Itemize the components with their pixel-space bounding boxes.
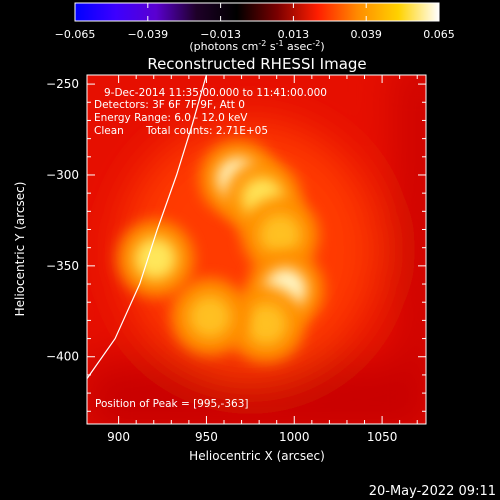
colorbar-tick-label: −0.013 (200, 28, 241, 41)
colorbar-tick-label: 0.039 (350, 28, 382, 41)
x-tick-label: 950 (195, 430, 218, 444)
annotation-total-counts: Total counts: 2.71E+05 (145, 125, 268, 137)
source-layer (116, 139, 325, 363)
x-axis-label: Heliocentric X (arcsec) (189, 449, 325, 463)
x-tick-label: 1000 (279, 430, 310, 444)
annotation-peak-position: Position of Peak = [995,-363] (95, 398, 249, 410)
annotation-energy: Energy Range: 6.0 - 12.0 keV (94, 112, 248, 124)
colorbar-tick-label: 0.013 (278, 28, 310, 41)
y-tick-label: −350 (46, 259, 79, 273)
colorbar-tick-label: −0.039 (127, 28, 168, 41)
colorbar-tick-label: −0.065 (55, 28, 96, 41)
y-tick-label: −250 (46, 77, 79, 91)
axis-ticks: 900 950 1000 1050 −250 −300 −350 −400 (46, 75, 426, 444)
y-tick-label: −400 (46, 350, 79, 364)
colorbar-ticks: −0.065 −0.039 −0.013 0.013 0.039 0.065 (55, 3, 455, 41)
colorbar-tick-label: 0.065 (423, 28, 455, 41)
colorbar-rect (74, 2, 440, 22)
chart-title: Reconstructed RHESSI Image (147, 55, 366, 73)
solar-limb-curve (87, 75, 207, 379)
colorbar: −0.065 −0.039 −0.013 0.013 0.039 0.065 (photo… (55, 2, 455, 53)
image-area (87, 75, 426, 424)
plot-frame (86, 74, 427, 425)
colorbar-units: (photons cm-2 s-1 asec-2) (189, 39, 324, 53)
annotation-clean: Clean (94, 125, 124, 137)
y-axis-label: Heliocentric Y (arcsec) (13, 182, 27, 317)
x-tick-label: 1050 (367, 430, 398, 444)
annotation-time-range: 9-Dec-2014 11:35:00.000 to 11:41:00.000 (104, 87, 327, 99)
x-tick-label: 900 (107, 430, 130, 444)
annotation-detectors: Detectors: 3F 6F 7F 9F, Att 0 (94, 99, 245, 111)
emission-source (116, 219, 195, 298)
footer-timestamp: 20-May-2022 09:11 (369, 484, 496, 499)
y-tick-label: −300 (46, 168, 79, 182)
emission-source (171, 278, 249, 356)
emission-source (227, 285, 305, 363)
annotations: 9-Dec-2014 11:35:00.000 to 11:41:00.000 … (94, 87, 327, 410)
